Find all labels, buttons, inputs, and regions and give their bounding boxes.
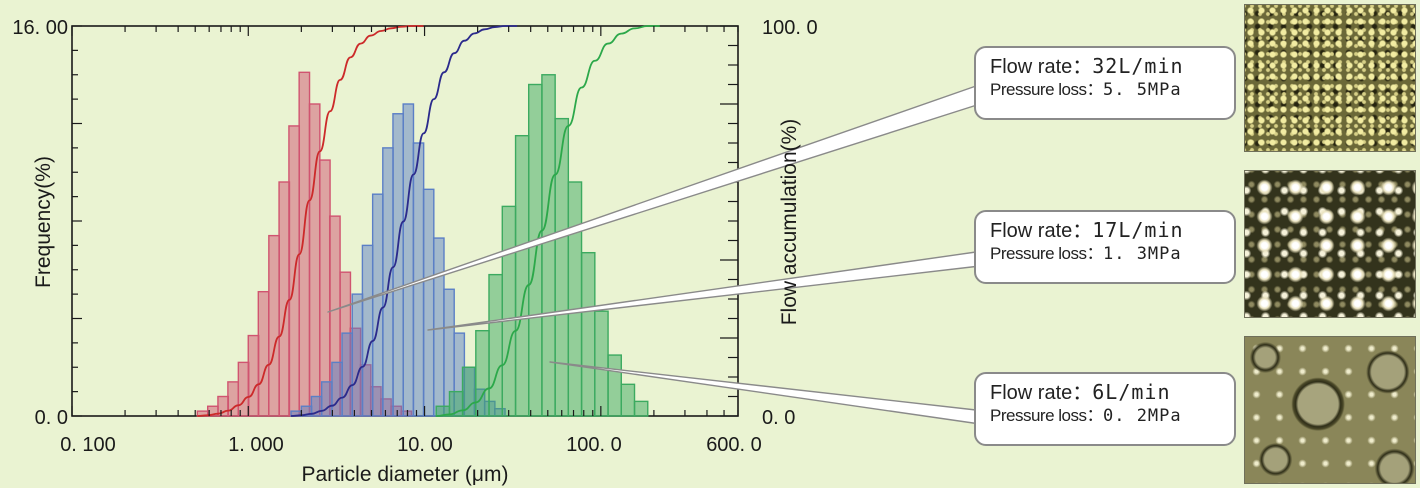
coarse-droplet-micrograph	[1244, 336, 1416, 484]
histogram-bar	[318, 159, 331, 417]
y2-axis-top-tick-label: 100. 0	[762, 17, 818, 39]
histogram-bar	[607, 354, 622, 417]
histogram-bar	[554, 117, 570, 417]
flow-rate-label: Flow rate：	[990, 382, 1093, 404]
histogram-bar	[288, 125, 301, 417]
histogram-bar	[268, 234, 280, 417]
histogram-bar	[422, 188, 435, 417]
pressure-loss-label: Pressure loss：	[990, 406, 1103, 425]
y-axis-bottom-tick-label: 0. 0	[35, 407, 68, 429]
flow-rate-value: 17L/min	[1092, 218, 1184, 242]
callout-high-flow: Flow rate：32L/min Pressure loss：5. 5MPa	[974, 46, 1236, 120]
flow-rate-value: 6L/min	[1092, 380, 1171, 404]
flow-rate-label: Flow rate：	[990, 56, 1093, 78]
medium-droplet-micrograph	[1244, 170, 1416, 318]
y2-axis-title: Flow accumulation(%)	[778, 119, 801, 326]
histogram-bar	[402, 103, 415, 417]
cumulative-curve	[291, 25, 518, 417]
histogram-bar	[308, 103, 321, 417]
pressure-loss-value: 1. 3MPa	[1102, 244, 1182, 264]
histogram-bar	[331, 361, 343, 417]
histogram-bar	[461, 366, 477, 417]
y2-axis-bottom-tick-label: 0. 0	[762, 407, 795, 429]
x-tick-label: 1. 000	[228, 434, 284, 456]
y-axis-title: Frequency(%)	[32, 156, 55, 288]
histogram-bar	[501, 205, 517, 417]
x-tick-label: 10. 00	[397, 434, 453, 456]
histogram-bar	[257, 290, 270, 417]
x-axis-title: Particle diameter (μm)	[302, 463, 509, 486]
x-tick-label: 600. 0	[706, 434, 762, 456]
histogram-bar	[527, 83, 543, 417]
flow-rate-label: Flow rate：	[990, 220, 1093, 242]
histogram-bar	[567, 181, 583, 417]
histogram-bar	[488, 273, 503, 417]
histogram-bar	[514, 134, 530, 417]
pressure-loss-value: 0. 2MPa	[1102, 406, 1182, 426]
histogram-bar	[298, 71, 311, 417]
pressure-loss-label: Pressure loss：	[990, 80, 1103, 99]
histogram-bar	[341, 332, 354, 417]
histogram-bar	[475, 329, 490, 417]
y-axis-top-tick-label: 16. 00	[12, 17, 68, 39]
histogram-bar	[361, 244, 374, 417]
histogram-bar	[278, 181, 291, 417]
callout-mid-flow: Flow rate：17L/min Pressure loss：1. 3MPa	[974, 210, 1236, 284]
callout-low-flow: Flow rate：6L/min Pressure loss：0. 2MPa	[974, 372, 1236, 446]
flow-rate-value: 32L/min	[1092, 54, 1184, 78]
histogram-bar	[237, 361, 250, 417]
histogram-bar	[594, 310, 609, 417]
cumulative-curve	[197, 25, 424, 417]
x-tick-label: 100. 0	[566, 434, 622, 456]
histogram-bar	[620, 383, 636, 417]
histogram-bar	[580, 251, 596, 417]
histogram-bar	[541, 74, 556, 417]
histogram-bar	[247, 334, 260, 417]
cumulative-curve	[436, 25, 660, 417]
histogram-bar	[633, 400, 649, 417]
pressure-loss-label: Pressure loss：	[990, 244, 1103, 263]
histogram-bar	[351, 293, 364, 417]
histogram-bar	[432, 237, 445, 417]
x-tick-label: 0. 100	[60, 434, 116, 456]
fine-droplet-micrograph	[1244, 4, 1416, 152]
histogram-bar	[371, 193, 384, 417]
pressure-loss-value: 5. 5MPa	[1102, 80, 1182, 100]
